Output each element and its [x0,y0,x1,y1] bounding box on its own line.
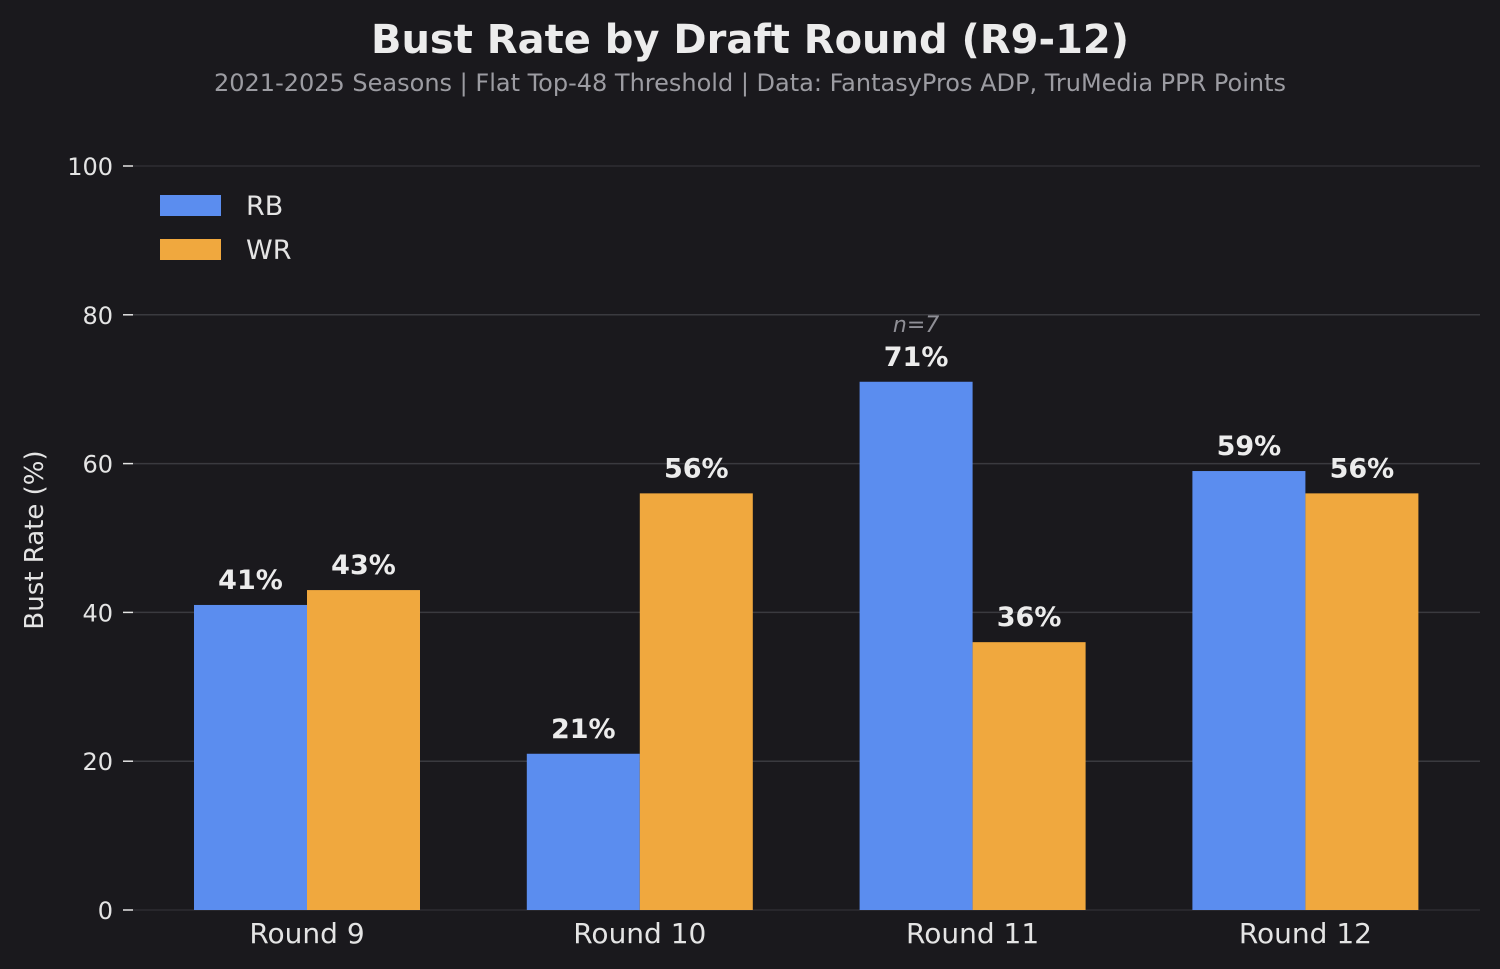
y-axis-label: Bust Rate (%) [20,450,50,629]
value-label-wr-round-10: 56% [664,453,729,484]
bar-wr-round-12 [1305,493,1419,910]
value-label-rb-round-9: 41% [218,565,283,596]
bar-rb-round-11 [859,381,973,910]
y-tick-label-20: 20 [82,748,113,776]
bar-wr-round-11 [972,642,1086,910]
bar-rb-round-10 [526,753,640,910]
y-tick-label-100: 100 [67,153,113,181]
x-tick-label-round-10: Round 10 [573,917,706,950]
bar-rb-round-9 [194,604,307,910]
bar-wr-round-9 [307,590,420,910]
value-label-rb-round-10: 21% [551,714,616,745]
chart-title: Bust Rate by Draft Round (R9-12) [371,17,1129,63]
value-label-wr-round-11: 36% [997,602,1062,633]
value-label-wr-round-12: 56% [1330,453,1395,484]
y-axis-ticks: 0 20 40 60 80 100 [67,153,133,925]
y-tick-label-60: 60 [82,451,113,479]
y-tick-label-40: 40 [82,599,113,627]
annotation-n-7: n=7 [893,313,939,338]
value-label-wr-round-9: 43% [331,550,396,581]
legend-label-rb: RB [246,191,283,222]
bar-rb-round-12 [1192,471,1306,910]
legend-swatch-wr [160,239,221,260]
bars [194,381,1419,910]
chart-subtitle: 2021-2025 Seasons | Flat Top-48 Threshol… [214,69,1286,97]
legend: RB WR [160,191,291,266]
bar-wr-round-10 [639,493,753,910]
x-tick-label-round-9: Round 9 [249,917,364,950]
value-label-rb-round-11: 71% [884,342,949,373]
legend-label-wr: WR [246,235,291,266]
x-tick-label-round-12: Round 12 [1239,917,1372,950]
value-label-rb-round-12: 59% [1217,431,1282,462]
x-axis-ticks: Round 9 Round 10 Round 11 Round 12 [249,917,1372,950]
y-tick-label-80: 80 [82,302,113,330]
value-labels: 41% 43% 21% 56% 71% 36% 59% 56% n=7 [218,313,1394,745]
x-tick-label-round-11: Round 11 [906,917,1039,950]
y-tick-label-0: 0 [98,897,113,925]
legend-swatch-rb [160,195,221,216]
